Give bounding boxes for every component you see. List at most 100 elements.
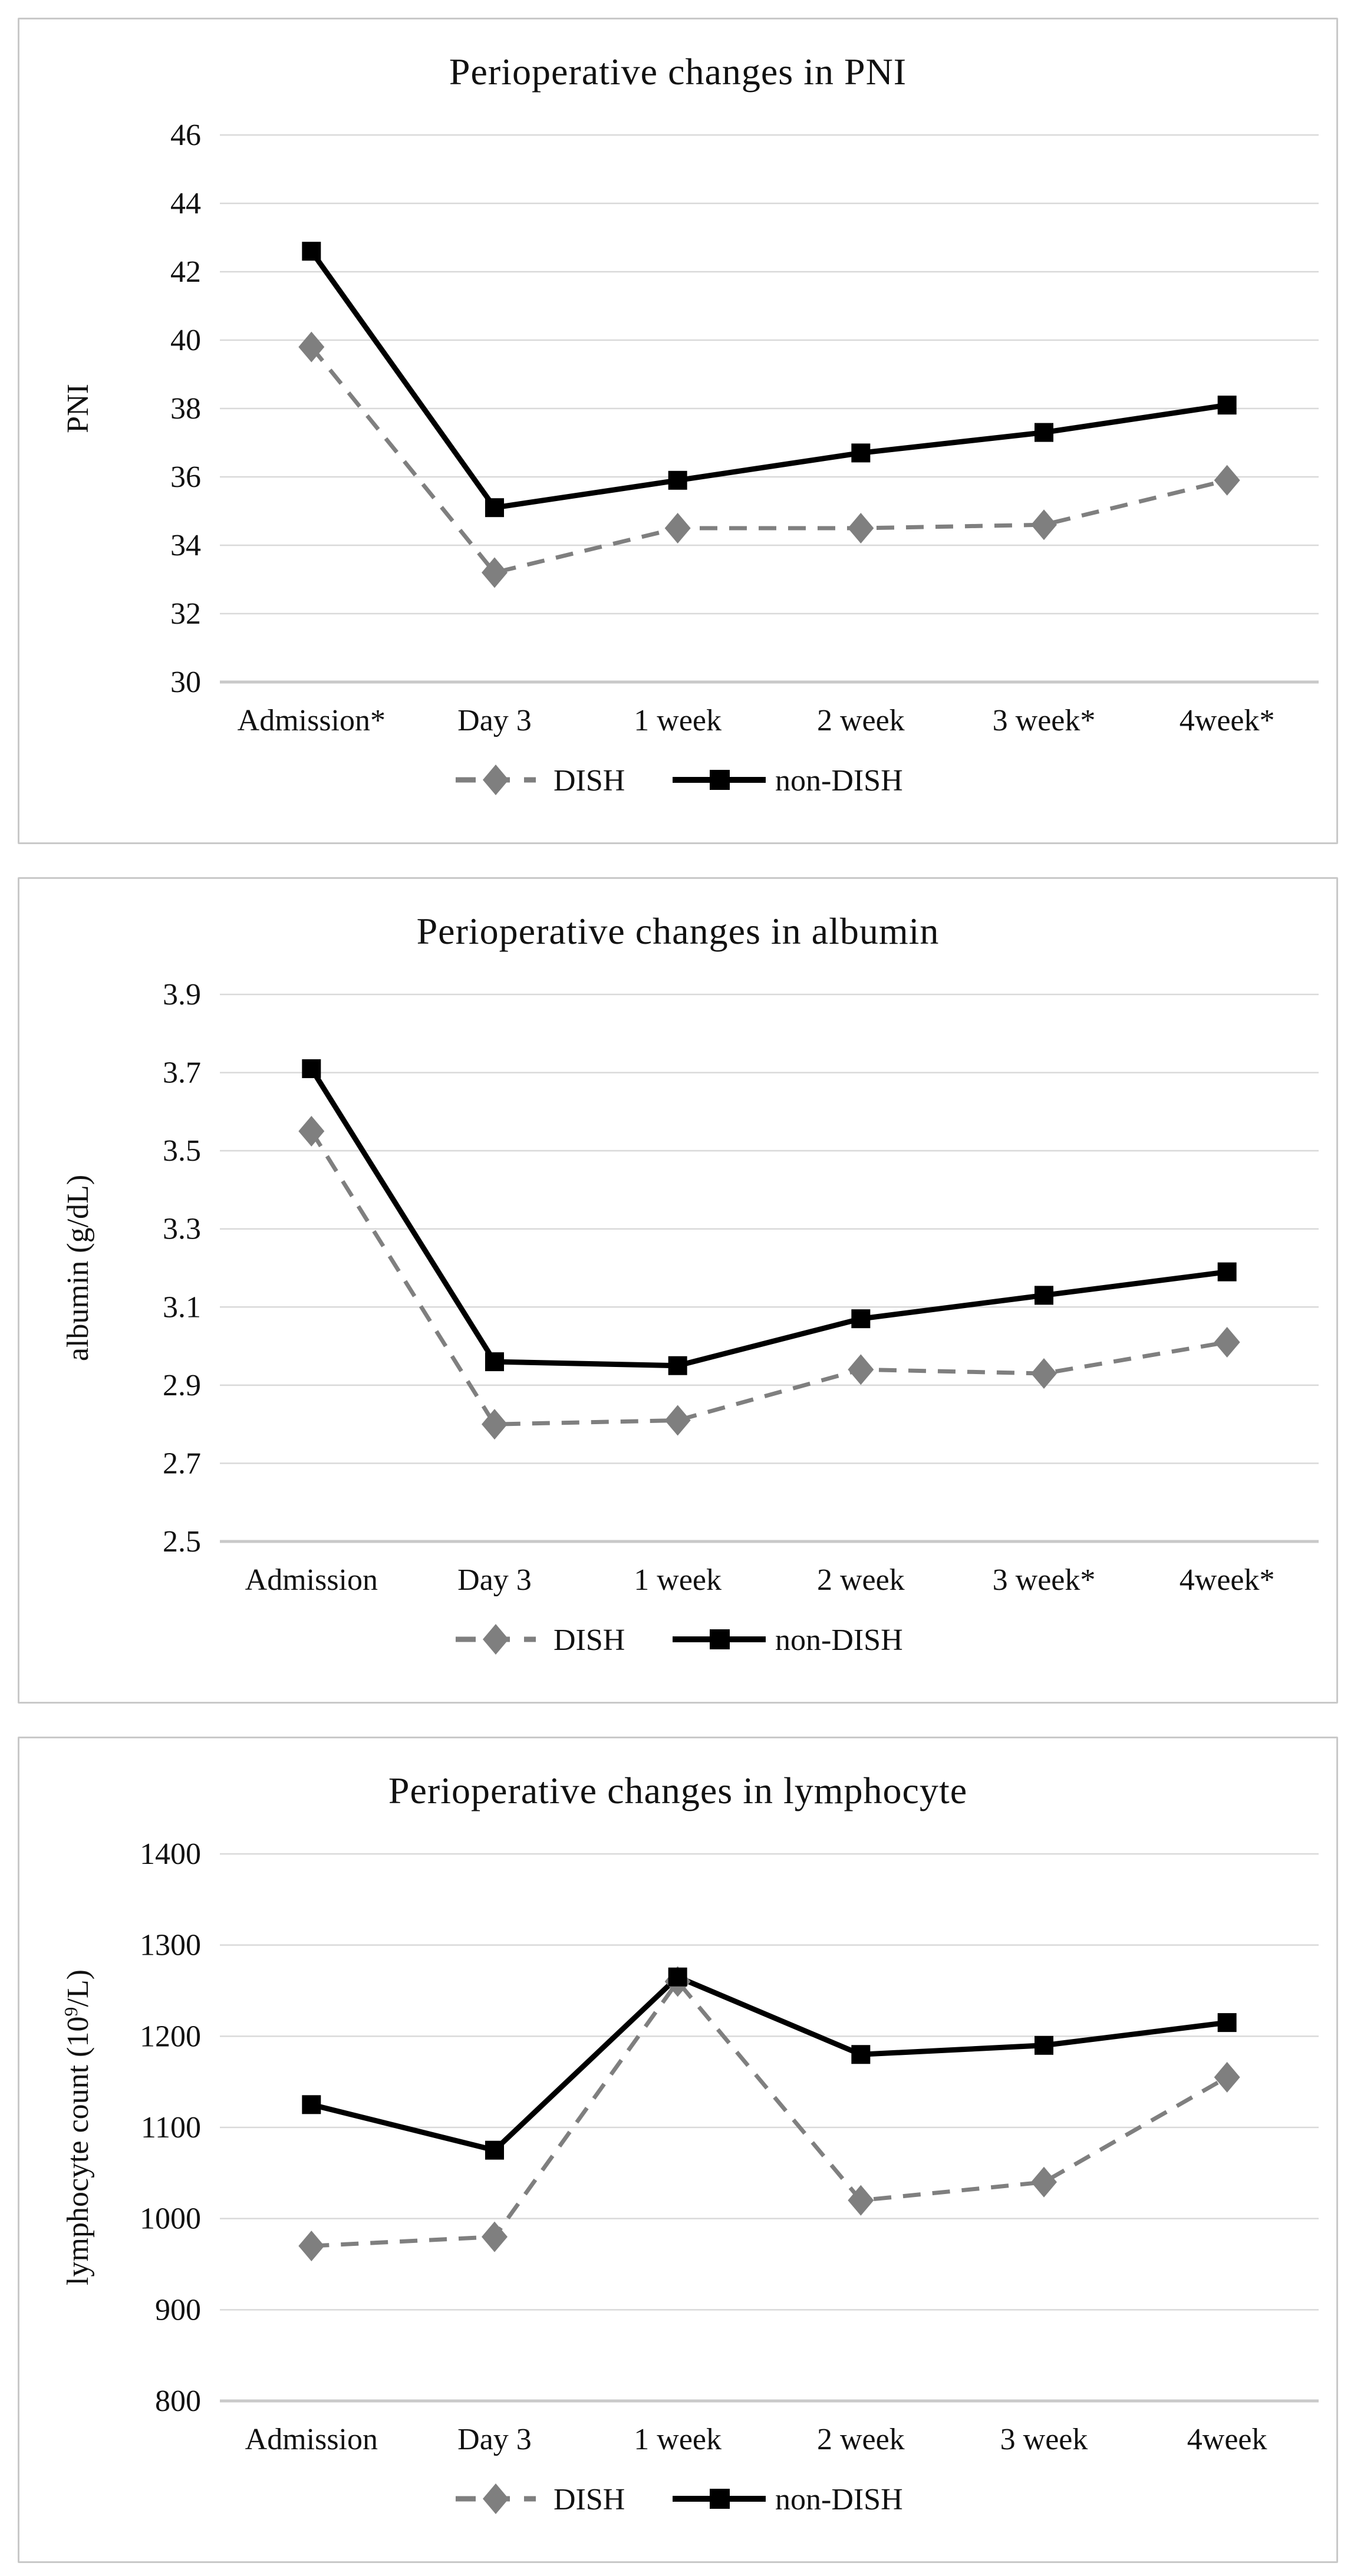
y-axis-label: PNI	[61, 384, 95, 433]
chart-panel-albumin: 2.5 2.7 2.9 3.1 3.3 3.5 3.7 3.9 albumin (g/dL) Ad…	[18, 877, 1338, 1704]
y-tick-label: 3.1	[163, 1290, 201, 1324]
series-line-dish	[311, 1978, 1228, 2248]
albumin-chart-canvas: 2.5 2.7 2.9 3.1 3.3 3.5 3.7 3.9 albumin (g/dL) Ad…	[61, 978, 1319, 1657]
chart-panel-pni: 30 32 34 36 38 40 42 44 46 PNI Admission* Day 3 1 we…	[18, 18, 1338, 844]
marker-square	[1217, 2013, 1237, 2033]
marker-square	[302, 1059, 321, 1078]
x-tick-label: 1 week	[634, 1563, 722, 1597]
marker-diamond	[1031, 1358, 1057, 1389]
x-tick-label: Admission	[245, 1563, 378, 1597]
x-tick-label: 2 week	[817, 2423, 905, 2456]
x-tick-label: 1 week	[634, 704, 722, 737]
y-tick-label: 1100	[141, 2111, 201, 2145]
y-tick-label: 2.5	[163, 1525, 201, 1559]
marker-diamond	[664, 1405, 691, 1436]
marker-diamond	[1031, 2166, 1057, 2198]
legend-dish-marker	[483, 2483, 509, 2514]
marker-square	[1217, 396, 1237, 415]
y-tick-label: 800	[155, 2384, 201, 2418]
y-tick-label: 40	[170, 324, 201, 357]
y-tick-label: 32	[170, 597, 201, 631]
y-axis-label: albumin (g/dL)	[61, 1175, 95, 1361]
y-tick-label: 1400	[140, 1837, 201, 1871]
y-tick-label: 30	[170, 666, 201, 699]
marker-diamond	[1214, 1326, 1240, 1358]
legend-dish-label: DISH	[554, 2483, 625, 2516]
y-tick-label: 2.7	[163, 1447, 201, 1480]
marker-diamond	[848, 1354, 874, 1385]
x-tick-label: 2 week	[817, 704, 905, 737]
marker-diamond	[482, 1409, 508, 1440]
pni-chart-title: Perioperative changes in PNI	[449, 51, 907, 93]
marker-diamond	[1214, 465, 1240, 496]
marker-square	[668, 470, 687, 490]
y-tick-label: 46	[170, 118, 201, 152]
marker-square	[851, 2045, 871, 2064]
marker-square	[851, 443, 871, 463]
legend-non-dish-label: non-DISH	[775, 1623, 903, 1657]
series-line-non-dish	[311, 1974, 1228, 2153]
x-tick-label: 3 week	[1000, 2423, 1088, 2456]
y-tick-label: 42	[170, 255, 201, 289]
y-tick-label: 34	[170, 529, 201, 562]
legend-dish-marker	[483, 1624, 509, 1655]
marker-diamond	[1031, 509, 1057, 541]
marker-diamond	[664, 513, 691, 543]
x-tick-label: 4week*	[1180, 704, 1275, 737]
x-tick-label: 1 week	[634, 2423, 722, 2456]
legend-non-dish-label: non-DISH	[775, 2483, 903, 2516]
marker-diamond	[298, 2231, 325, 2262]
marker-diamond	[1214, 2061, 1240, 2093]
lymphocyte-chart-title: Perioperative changes in lymphocyte	[388, 1770, 968, 1811]
legend-non-dish-marker	[710, 1629, 730, 1649]
marker-square	[1035, 2035, 1053, 2055]
x-tick-label: Day 3	[457, 704, 532, 737]
marker-diamond	[482, 2221, 508, 2252]
marker-diamond	[848, 513, 874, 543]
marker-square	[851, 1309, 871, 1329]
x-tick-label: 4week*	[1180, 1563, 1275, 1597]
x-tick-label: 2 week	[817, 1563, 905, 1597]
chart-panel-lymphocyte: 800 900 1000 1100 1200 1300 1400 lymphocyte cou…	[18, 1737, 1338, 2563]
y-tick-label: 36	[170, 460, 201, 494]
legend-non-dish-marker	[710, 770, 730, 790]
marker-square	[302, 2095, 321, 2114]
marker-square	[302, 242, 321, 261]
legend-dish-label: DISH	[554, 1623, 625, 1657]
y-tick-label: 3.5	[163, 1134, 201, 1168]
albumin-chart-title: Perioperative changes in albumin	[416, 910, 940, 952]
y-tick-label: 1200	[140, 2020, 201, 2053]
series-line-dish	[309, 345, 1228, 575]
y-tick-label: 1300	[140, 1929, 201, 1962]
marker-square	[485, 2140, 504, 2160]
legend-dish-marker	[483, 765, 509, 795]
x-tick-label: 4week	[1187, 2423, 1267, 2456]
x-tick-label: 3 week*	[993, 1563, 1096, 1597]
series-line-non-dish	[309, 1067, 1228, 1369]
marker-diamond	[482, 557, 508, 588]
marker-square	[1217, 1262, 1237, 1282]
marker-square	[485, 1352, 504, 1372]
marker-square	[668, 1967, 687, 1987]
legend-dish-label: DISH	[554, 764, 625, 798]
marker-square	[1035, 1286, 1053, 1305]
y-tick-label: 900	[155, 2293, 201, 2327]
y-tick-label: 38	[170, 392, 201, 426]
x-tick-label: Day 3	[457, 2423, 532, 2456]
marker-square	[668, 1356, 687, 1375]
marker-diamond	[848, 2185, 874, 2216]
y-tick-label: 3.7	[163, 1056, 201, 1090]
lymphocyte-chart-canvas: 800 900 1000 1100 1200 1300 1400 lymphocyte cou…	[60, 1837, 1319, 2516]
x-tick-label: Admission*	[238, 704, 386, 737]
marker-square	[485, 498, 504, 518]
x-tick-label: Admission	[245, 2423, 378, 2456]
y-tick-label: 3.3	[163, 1213, 201, 1246]
y-axis-label: lymphocyte count (109/L)	[60, 1969, 95, 2285]
y-tick-label: 1000	[140, 2202, 201, 2236]
series-line-dish	[309, 1130, 1228, 1427]
pni-chart-canvas: 30 32 34 36 38 40 42 44 46 PNI Admission* Day 3 1 we…	[61, 118, 1319, 798]
series-line-non-dish	[309, 249, 1228, 511]
y-tick-label: 44	[170, 187, 201, 220]
x-tick-label: 3 week*	[993, 704, 1096, 737]
